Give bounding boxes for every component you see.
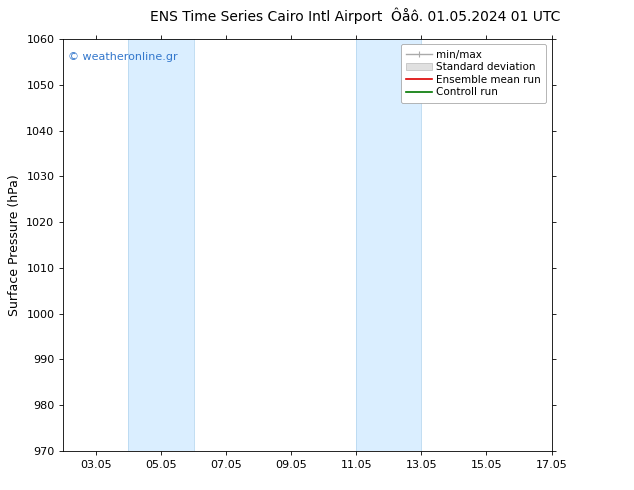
Y-axis label: Surface Pressure (hPa): Surface Pressure (hPa) <box>8 174 21 316</box>
Text: ENS Time Series Cairo Intl Airport: ENS Time Series Cairo Intl Airport <box>150 10 382 24</box>
Legend: min/max, Standard deviation, Ensemble mean run, Controll run: min/max, Standard deviation, Ensemble me… <box>401 45 547 102</box>
Bar <box>356 39 422 451</box>
Text: © weatheronline.gr: © weatheronline.gr <box>68 51 178 62</box>
Bar <box>129 39 193 451</box>
Text: Ôåô. 01.05.2024 01 UTC: Ôåô. 01.05.2024 01 UTC <box>391 10 560 24</box>
